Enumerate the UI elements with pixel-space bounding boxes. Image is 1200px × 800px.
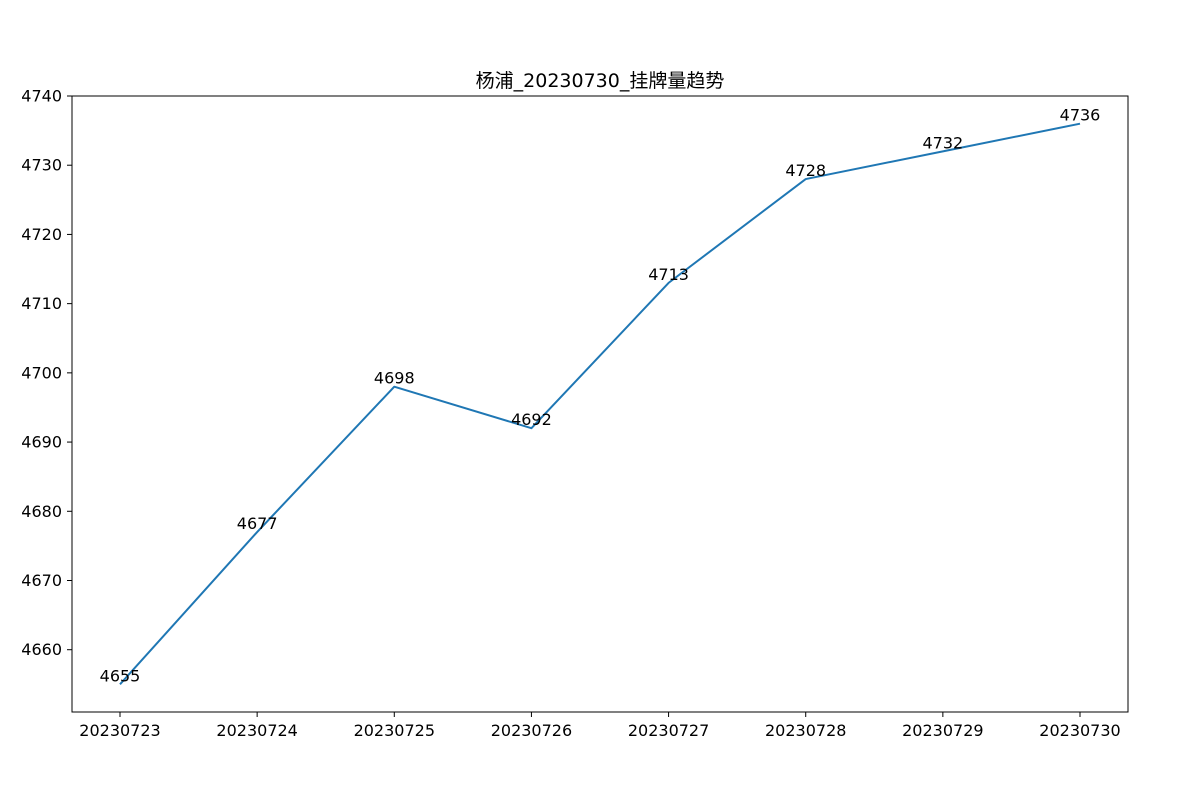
series-line (119, 122, 1081, 685)
x-tick-label: 20230728 (765, 721, 846, 740)
data-label-layer: 4655 4677 4698 4692 4713 4728 4732 4736 (100, 106, 1101, 686)
y-tick-label: 4730 (21, 156, 62, 175)
x-tick-label: 20230725 (354, 721, 435, 740)
data-label: 4698 (374, 369, 415, 388)
x-tick-label: 20230726 (491, 721, 572, 740)
x-tick-label: 20230730 (1039, 721, 1120, 740)
y-tick-label: 4710 (21, 294, 62, 313)
x-axis: 20230723 20230724 20230725 20230726 20230727… (79, 712, 1121, 740)
data-label: 4655 (100, 666, 141, 685)
x-tick-label: 20230729 (902, 721, 983, 740)
y-tick-label: 4740 (21, 87, 62, 106)
y-tick-label: 4700 (21, 363, 62, 382)
plot-area-frame (71, 95, 1129, 713)
data-label: 4728 (785, 161, 826, 180)
data-label: 4713 (648, 265, 689, 284)
data-label: 4736 (1060, 106, 1101, 125)
data-label: 4732 (922, 133, 963, 152)
data-label: 4692 (511, 410, 552, 429)
y-tick-label: 4660 (21, 640, 62, 659)
series-layer (119, 122, 1081, 685)
x-tick-label: 20230723 (79, 721, 160, 740)
y-tick-label: 4680 (21, 502, 62, 521)
x-tick-label: 20230724 (216, 721, 297, 740)
data-label: 4677 (237, 514, 278, 533)
y-tick-label: 4690 (21, 433, 62, 452)
y-axis: 4660 4670 4680 4690 4700 4710 4720 4730 4740 (21, 87, 72, 659)
x-tick-label: 20230727 (628, 721, 709, 740)
chart-title: 杨浦_20230730_挂牌量趋势 (476, 70, 725, 92)
y-tick-label: 4670 (21, 571, 62, 590)
y-tick-label: 4720 (21, 225, 62, 244)
